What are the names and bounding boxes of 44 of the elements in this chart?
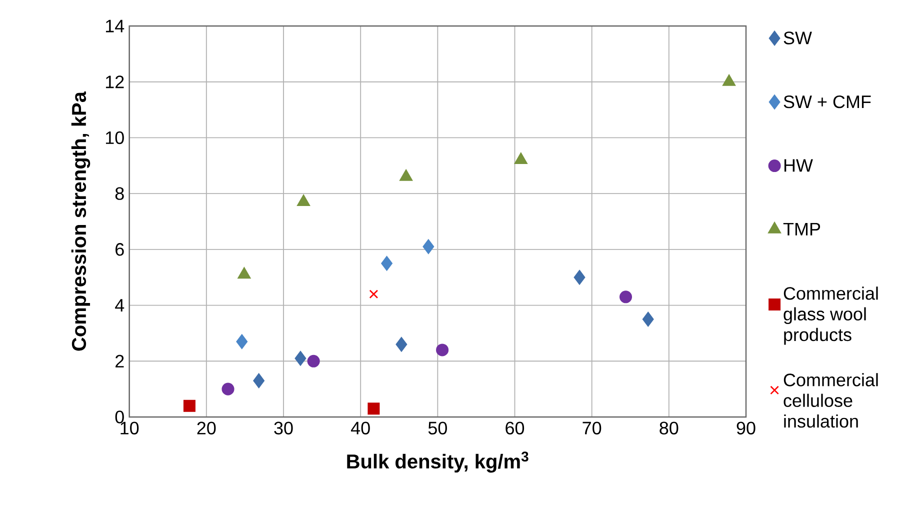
- point: [619, 290, 632, 304]
- point: [236, 334, 248, 349]
- point: [400, 169, 413, 181]
- point: [222, 382, 234, 396]
- y-tick-label: 10: [106, 131, 124, 144]
- point: [183, 400, 196, 412]
- y-tick-label: 0: [115, 410, 124, 424]
- point: [381, 256, 392, 271]
- point: [642, 312, 654, 327]
- x-tick-label: 80: [660, 422, 678, 434]
- y-tick-label: 12: [106, 76, 124, 88]
- point: [368, 402, 380, 415]
- x-tick-label: 30: [274, 422, 293, 434]
- point: [369, 290, 378, 299]
- x-tick-label: 40: [350, 422, 370, 434]
- point: [436, 344, 449, 356]
- point: [238, 267, 251, 279]
- y-tick-label: 14: [106, 20, 124, 32]
- legend-label: TMP: [783, 222, 820, 236]
- legend-label: SW: [784, 32, 812, 44]
- x-axis-title: Bulk density, kg/m$^{3}$: [347, 452, 528, 473]
- point: [422, 239, 434, 254]
- point: [307, 354, 320, 368]
- legend-label: SW + CMF: [784, 95, 871, 108]
- y-tick-label: 6: [116, 243, 124, 256]
- y-axis-title: Compression strength, kPa: [71, 91, 90, 351]
- y-tick-label: 4: [115, 299, 124, 312]
- point: [297, 194, 310, 206]
- x-tick-label: 90: [736, 422, 756, 434]
- y-tick-label: 8: [115, 187, 124, 200]
- point: [294, 351, 306, 366]
- x-tick-label: 20: [197, 422, 216, 434]
- legend-label: Commercial glass wool products: [784, 286, 878, 345]
- point: [722, 74, 736, 86]
- legend-label: HW: [784, 159, 813, 172]
- point: [574, 270, 586, 285]
- point: [396, 337, 408, 352]
- point: [514, 152, 528, 164]
- legend-label: Commercial cellulose insulation: [784, 373, 878, 428]
- x-tick-label: 50: [428, 422, 447, 434]
- x-tick-label: 70: [582, 422, 602, 434]
- y-tick-label: 2: [116, 354, 124, 368]
- point: [253, 373, 265, 388]
- x-tick-label: 60: [506, 422, 524, 434]
